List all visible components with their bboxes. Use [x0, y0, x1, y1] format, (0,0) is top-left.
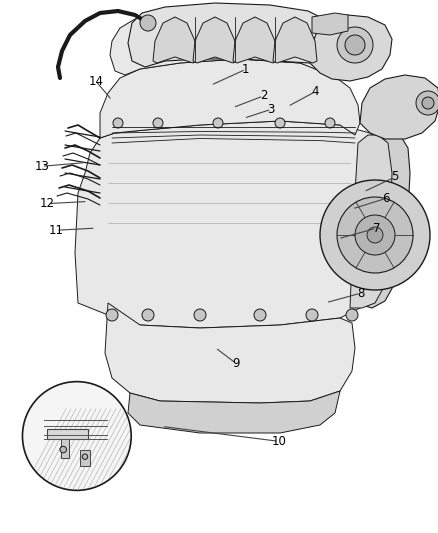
Circle shape — [344, 35, 364, 55]
Circle shape — [415, 91, 438, 115]
Text: 8: 8 — [357, 287, 364, 300]
Circle shape — [305, 309, 317, 321]
Polygon shape — [75, 121, 391, 328]
Circle shape — [354, 215, 394, 255]
Text: 9: 9 — [232, 357, 240, 370]
Text: 2: 2 — [259, 90, 267, 102]
Circle shape — [212, 118, 223, 128]
Circle shape — [140, 15, 155, 31]
Circle shape — [319, 180, 429, 290]
Polygon shape — [193, 17, 237, 63]
Text: 14: 14 — [88, 75, 103, 87]
Text: 7: 7 — [372, 222, 380, 235]
Circle shape — [336, 197, 412, 273]
Polygon shape — [233, 17, 276, 63]
Circle shape — [22, 382, 131, 490]
Circle shape — [153, 118, 162, 128]
Circle shape — [421, 97, 433, 109]
Text: 3: 3 — [267, 103, 274, 116]
Text: 10: 10 — [271, 435, 286, 448]
Text: 12: 12 — [40, 197, 55, 210]
Polygon shape — [79, 449, 90, 466]
Text: 11: 11 — [49, 224, 64, 237]
Polygon shape — [311, 13, 347, 35]
Polygon shape — [47, 430, 88, 439]
Circle shape — [82, 454, 88, 459]
Circle shape — [106, 309, 118, 321]
Polygon shape — [110, 9, 344, 75]
Polygon shape — [105, 303, 354, 403]
Circle shape — [324, 118, 334, 128]
Text: 13: 13 — [34, 160, 49, 173]
Polygon shape — [349, 135, 391, 308]
Polygon shape — [128, 3, 337, 67]
Polygon shape — [100, 59, 359, 138]
Polygon shape — [60, 439, 68, 458]
Text: 1: 1 — [241, 63, 249, 76]
Circle shape — [141, 309, 154, 321]
Polygon shape — [128, 391, 339, 433]
Circle shape — [254, 309, 265, 321]
Polygon shape — [309, 15, 391, 81]
Circle shape — [366, 227, 382, 243]
Text: 6: 6 — [381, 192, 389, 205]
Polygon shape — [272, 17, 316, 63]
Polygon shape — [357, 133, 409, 308]
Text: 5: 5 — [391, 171, 398, 183]
Circle shape — [113, 118, 123, 128]
Circle shape — [345, 309, 357, 321]
Circle shape — [60, 446, 66, 453]
Circle shape — [194, 309, 205, 321]
Circle shape — [336, 27, 372, 63]
Text: 4: 4 — [311, 85, 318, 98]
Circle shape — [274, 118, 284, 128]
Polygon shape — [153, 17, 197, 63]
Polygon shape — [359, 75, 438, 139]
